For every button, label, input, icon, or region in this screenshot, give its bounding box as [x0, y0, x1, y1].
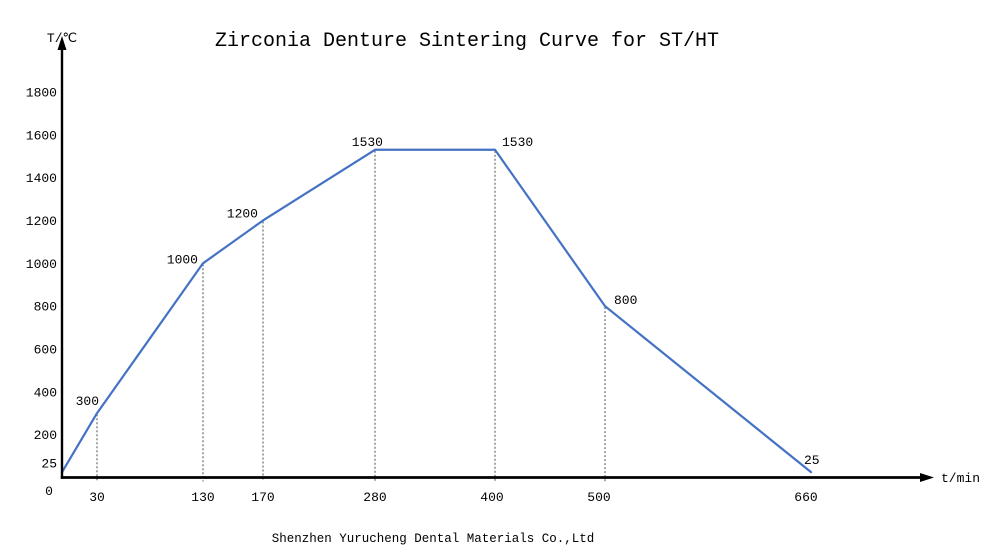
y-axis-title: T/℃	[47, 31, 77, 46]
y-tick-label: 1400	[26, 171, 57, 186]
x-tick-label: 170	[251, 490, 274, 505]
x-axis-arrowhead-icon	[920, 473, 934, 482]
point-label: 800	[614, 293, 637, 308]
x-axis-title: t/min	[941, 471, 980, 486]
x-tick-label: 30	[89, 490, 105, 505]
point-label: 300	[76, 394, 99, 409]
point-label: 1200	[227, 206, 258, 221]
x-tick-label: 130	[191, 490, 214, 505]
y-tick-label: 200	[34, 428, 57, 443]
sintering-curve	[60, 148, 813, 474]
x-tick-label: 500	[587, 490, 610, 505]
point-label: 1530	[502, 135, 533, 150]
x-tick-label: 660	[794, 490, 817, 505]
point-label: 1000	[167, 252, 198, 267]
company-name: Shenzhen Yurucheng Dental Materials Co.,…	[272, 532, 595, 546]
origin-tick-label: 0	[45, 484, 53, 499]
chart-title: Zirconia Denture Sintering Curve for ST/…	[215, 30, 719, 53]
y-tick-label: 1000	[26, 257, 57, 272]
y-axis-arrowhead-icon	[57, 36, 67, 50]
chart-layer: 0 25 200 400 600 800 1000 1200 1400 1600 1800 30 130…	[26, 36, 934, 505]
y-tick-label: 400	[34, 385, 57, 400]
point-label: 25	[804, 453, 820, 468]
x-tick-label: 280	[363, 490, 386, 505]
y-tick-label: 1200	[26, 214, 57, 229]
y-tick-label: 1800	[26, 85, 57, 100]
y-tick-label: 600	[34, 342, 57, 357]
y-tick-label: 800	[34, 300, 57, 315]
x-tick-label: 400	[480, 490, 503, 505]
y-tick-label: 1600	[26, 128, 57, 143]
point-label: 1530	[352, 135, 383, 150]
y-tick-label: 25	[41, 457, 57, 472]
